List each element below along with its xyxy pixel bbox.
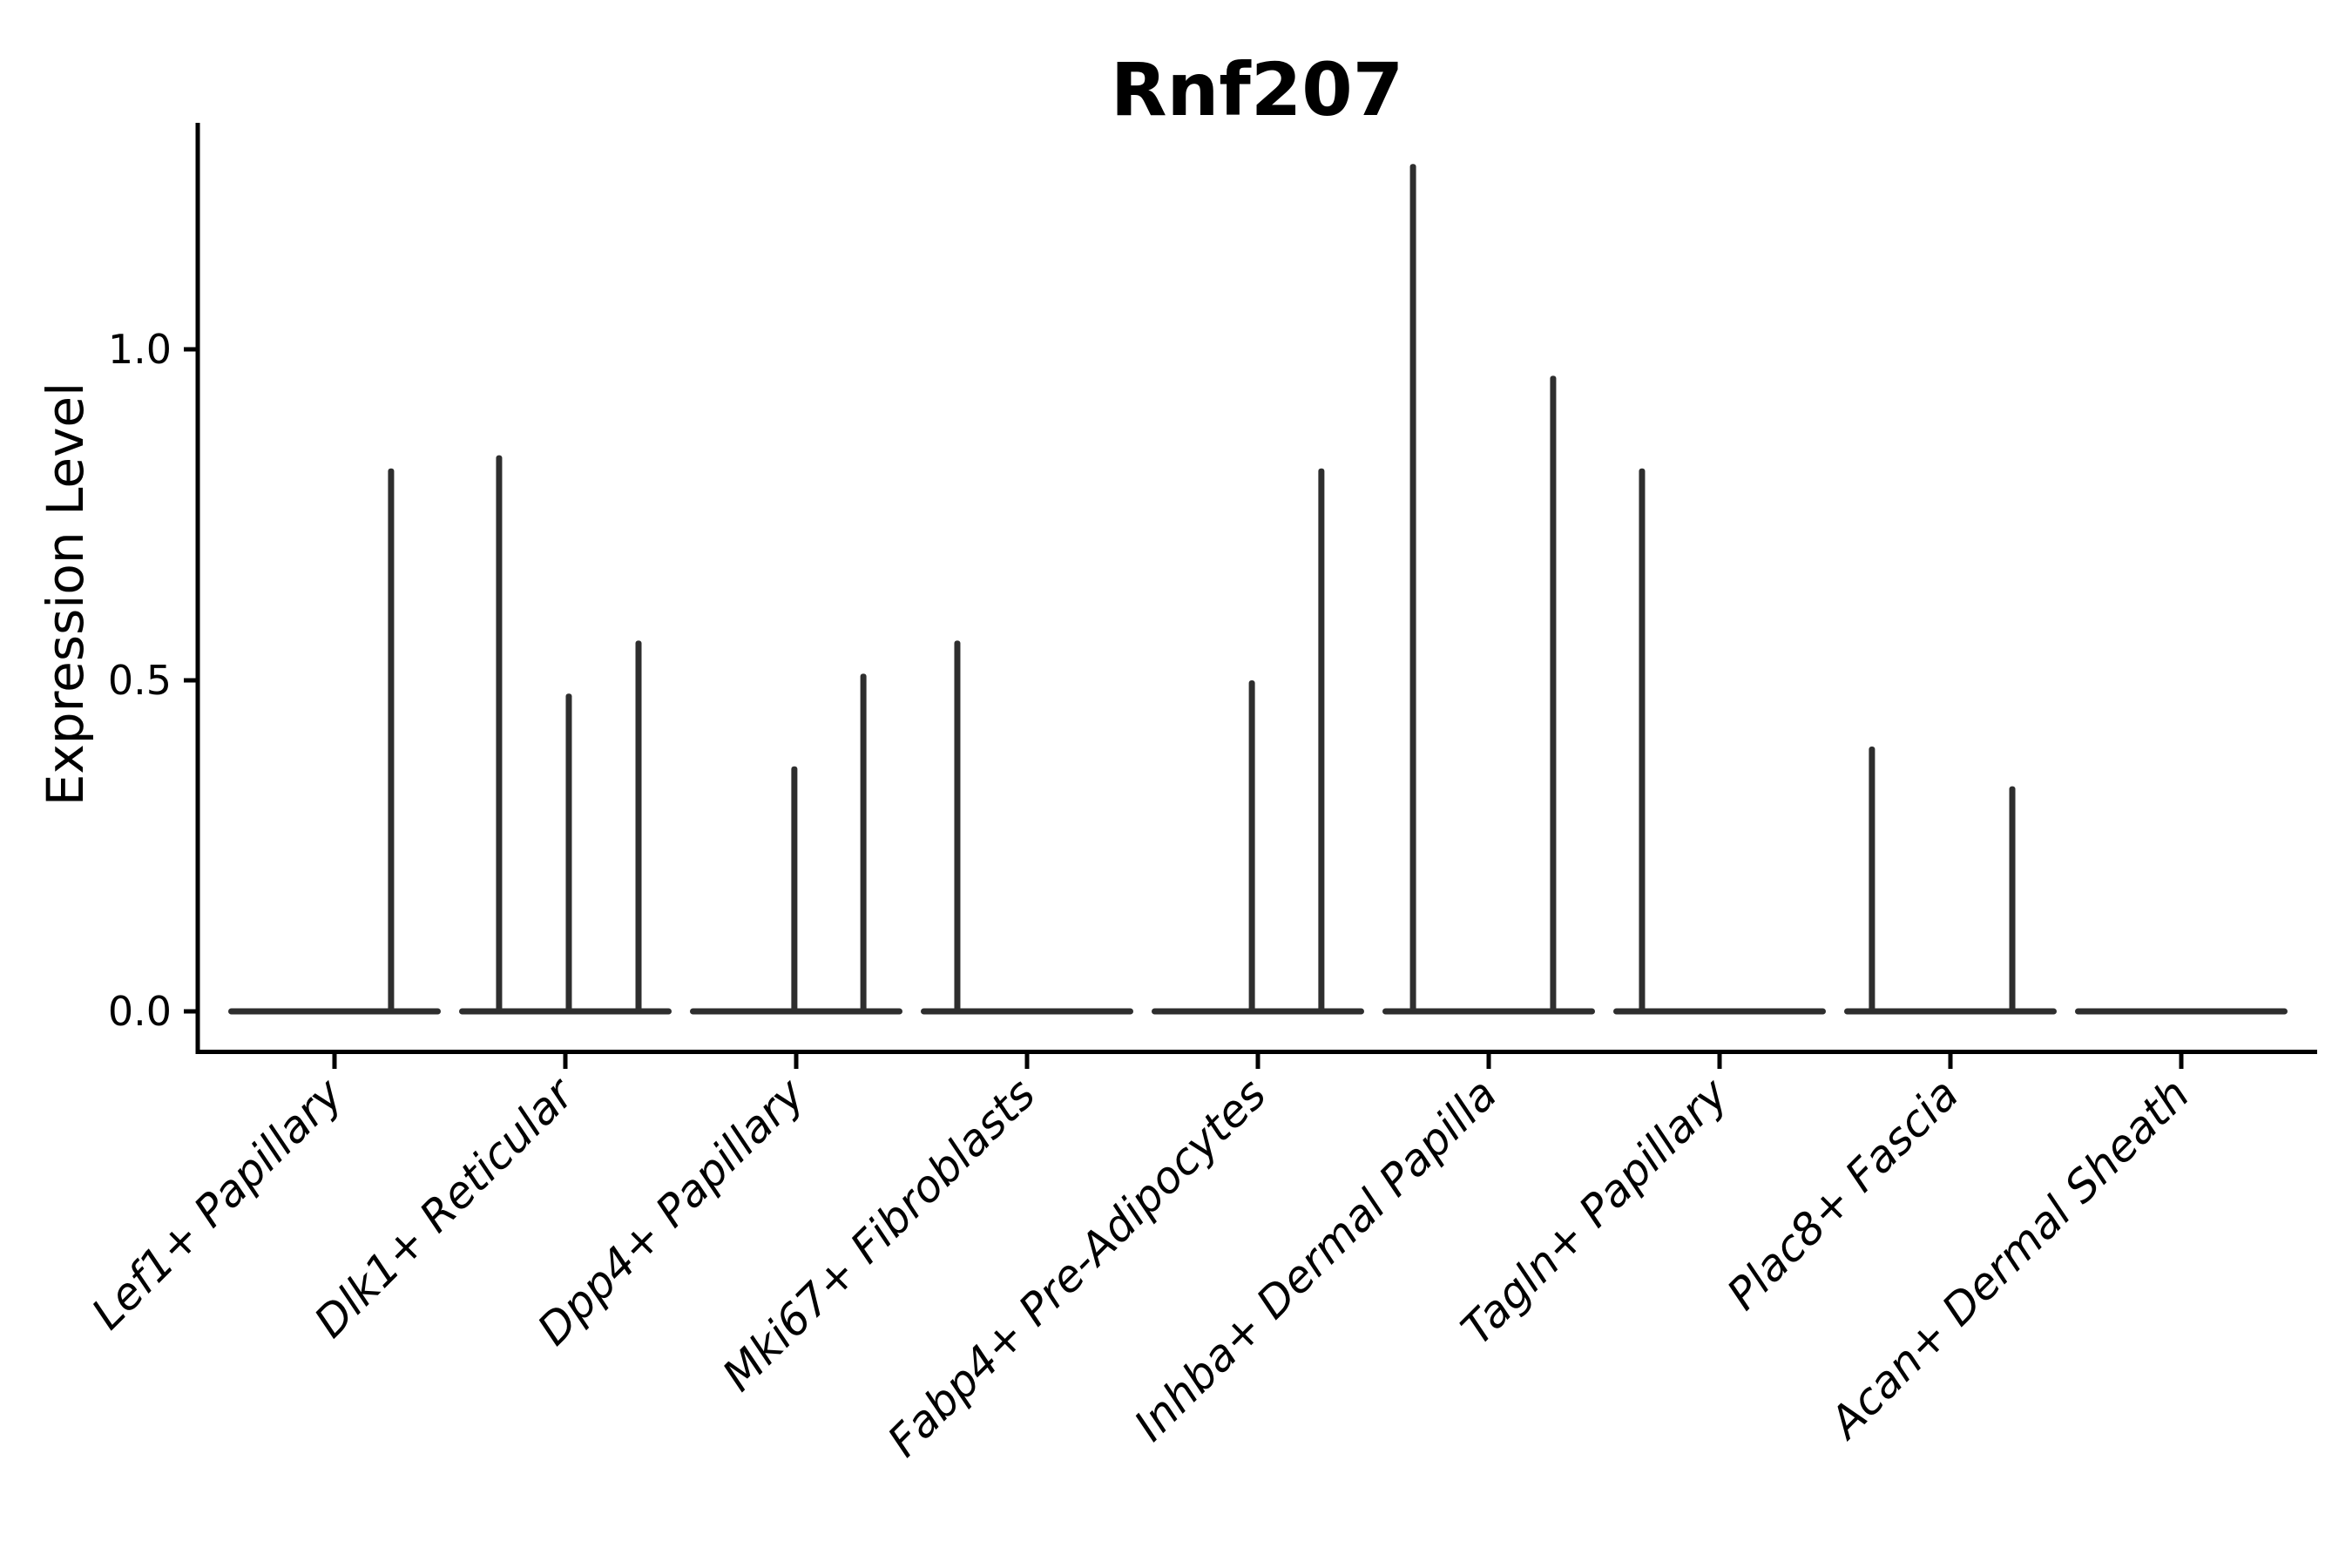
chart-title: Rnf207 — [1111, 47, 1403, 132]
violin-spike — [565, 693, 572, 1013]
violin-spike — [954, 640, 961, 1013]
y-tick-label: 0.0 — [108, 988, 172, 1035]
y-tick-label: 1.0 — [108, 326, 172, 373]
axes-group — [195, 123, 2317, 1054]
violin-spike — [1409, 164, 1416, 1013]
violin-spike — [388, 468, 395, 1013]
violin-spike — [1550, 375, 1557, 1013]
violin-spike — [635, 640, 642, 1013]
y-axis-label: Expression Level — [36, 382, 95, 806]
x-tick-label: Fabp4+ Pre-Adipocytes — [878, 1069, 1276, 1467]
y-tick-label: 0.5 — [108, 657, 172, 704]
violin-baseline — [1844, 1008, 2057, 1015]
violins-group — [228, 164, 2288, 1015]
violin-baseline — [459, 1008, 672, 1015]
violin-spike — [860, 673, 867, 1013]
x-tick-label: Plac8+ Fascia — [1718, 1069, 1969, 1320]
violin-spike — [1248, 680, 1255, 1013]
violin-spike — [1639, 468, 1646, 1013]
violin-spike — [1318, 468, 1325, 1013]
violin-spike — [1869, 747, 1876, 1013]
violin-baseline — [228, 1008, 441, 1015]
violin-spike — [791, 766, 798, 1013]
violin-baseline — [1152, 1008, 1364, 1015]
x-tick-label: Lef1+ Papillary — [82, 1068, 353, 1339]
violin-baseline — [921, 1008, 1133, 1015]
violin-baseline — [1613, 1008, 1826, 1015]
violin-baseline — [1382, 1008, 1595, 1015]
violin-spike — [2009, 786, 2016, 1013]
y-ticks-group: 0.0 0.5 1.0 — [108, 326, 198, 1035]
violin-baseline — [2075, 1008, 2288, 1015]
violin-spike — [496, 455, 503, 1013]
